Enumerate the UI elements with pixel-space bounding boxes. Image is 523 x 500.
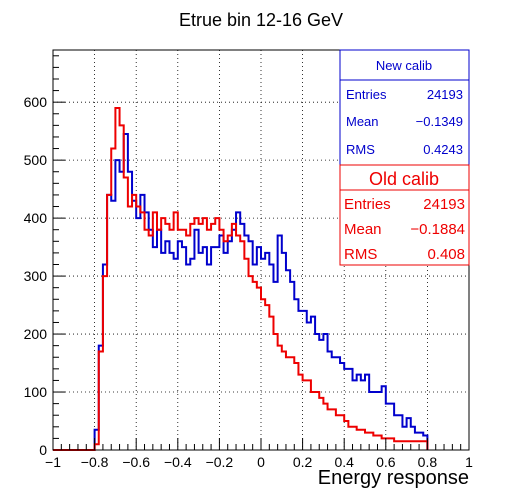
x-tick-label: 1	[465, 454, 473, 470]
stats-box-old-frame	[339, 164, 470, 266]
x-tick-label: 0.4	[334, 454, 354, 470]
y-tick-label: 600	[24, 94, 48, 110]
y-tick-label: 100	[24, 384, 48, 400]
stats-box-old-title: Old calib	[369, 169, 439, 189]
stats-box-new-title: New calib	[376, 58, 432, 73]
y-tick-label: 400	[24, 210, 48, 226]
y-tick-label: 500	[24, 152, 48, 168]
stats-old-mean-value: −0.1884	[410, 221, 465, 238]
stats-old-rms-value: 0.408	[427, 246, 465, 263]
stats-box-old-calib: Old calib Entries 24193 Mean −0.1884 RMS…	[339, 164, 470, 266]
y-tick-label: 200	[24, 326, 48, 342]
x-tick-label: 0	[257, 454, 265, 470]
stats-old-mean-label: Mean	[344, 221, 382, 238]
series-old-calib	[53, 106, 429, 451]
stats-new-mean-value: −0.1349	[416, 114, 463, 129]
x-tick-label: 0.8	[418, 454, 438, 470]
stats-new-entries-label: Entries	[346, 87, 387, 102]
x-axis: −1 −0.8 −0.6 −0.4 −0.2 0 0.2 0.4 0.6 0.8 1	[45, 438, 473, 470]
x-tick-label: −0.8	[81, 454, 109, 470]
x-tick-label: −0.2	[206, 454, 234, 470]
stats-old-entries-value: 24193	[423, 196, 465, 213]
y-tick-label: 300	[24, 268, 48, 284]
stats-new-mean-label: Mean	[346, 114, 379, 129]
stats-new-rms-value: 0.4243	[423, 142, 463, 157]
x-tick-label: 0.6	[376, 454, 396, 470]
y-axis: 0 100 200 300 400 500 600	[24, 55, 65, 458]
series-layer	[53, 106, 429, 451]
stats-new-rms-label: RMS	[346, 142, 375, 157]
x-tick-label: 0.2	[293, 454, 313, 470]
chart-title: Etrue bin 12-16 GeV	[179, 10, 343, 30]
stats-old-rms-label: RMS	[344, 246, 377, 263]
x-tick-label: −1	[45, 454, 61, 470]
stats-box-new-calib: New calib Entries 24193 Mean −0.1349 RMS…	[339, 49, 470, 166]
x-axis-label: Energy response	[318, 467, 469, 489]
x-tick-label: −0.4	[164, 454, 192, 470]
y-tick-label: 0	[39, 442, 47, 458]
stats-new-entries-value: 24193	[427, 87, 463, 102]
stats-old-entries-label: Entries	[344, 196, 391, 213]
x-tick-label: −0.6	[122, 454, 150, 470]
series-new-calib	[53, 133, 429, 451]
stats-box-new-frame	[339, 49, 470, 166]
